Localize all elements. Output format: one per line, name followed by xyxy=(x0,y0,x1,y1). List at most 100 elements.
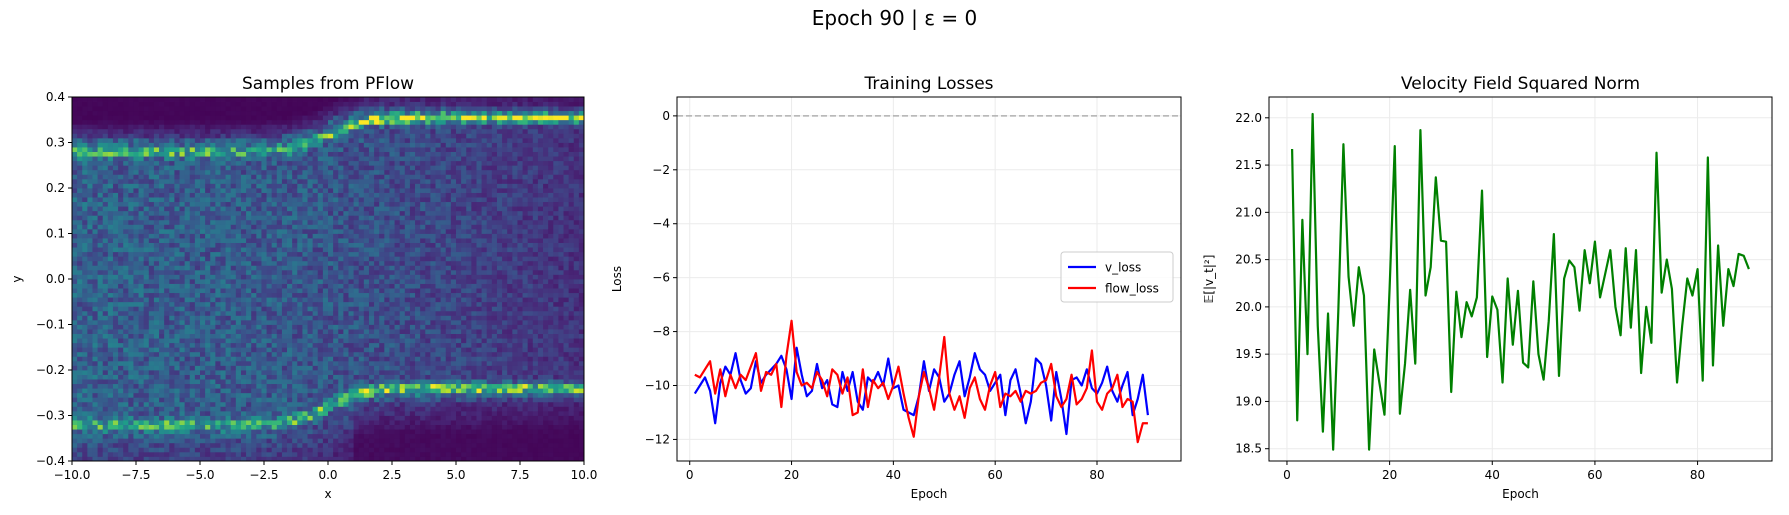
heatmap-cell xyxy=(153,97,160,102)
heatmap-cell xyxy=(174,406,180,412)
heatmap-cell xyxy=(143,324,150,330)
heatmap-cell xyxy=(77,424,83,430)
heatmap-cell xyxy=(148,401,155,407)
heatmap-cell xyxy=(343,442,349,448)
heatmap-cell xyxy=(215,351,221,357)
heatmap-cell xyxy=(184,288,191,294)
heatmap-cell xyxy=(281,283,288,289)
heatmap-cell xyxy=(343,429,349,435)
heatmap-cell xyxy=(205,360,211,366)
heatmap-cell xyxy=(379,106,385,112)
heatmap-cell xyxy=(138,128,145,134)
heatmap-cell xyxy=(256,215,262,221)
heatmap-cell xyxy=(92,451,98,457)
heatmap-cell xyxy=(72,269,78,275)
heatmap-cell xyxy=(153,451,160,457)
heatmap-cell xyxy=(87,210,93,216)
heatmap-cell xyxy=(123,219,129,225)
heatmap-cell xyxy=(317,433,324,439)
heatmap-cell xyxy=(302,310,308,316)
heatmap-cell xyxy=(389,429,395,435)
heatmap-cell xyxy=(379,342,385,348)
heatmap-cell xyxy=(200,201,206,207)
heatmap-cell xyxy=(374,97,380,102)
heatmap-cell xyxy=(281,297,288,303)
heatmap-cell xyxy=(77,406,83,412)
heatmap-cell xyxy=(348,392,354,398)
heatmap-cell xyxy=(118,438,124,444)
heatmap-cell xyxy=(384,333,390,339)
heatmap-cell xyxy=(363,319,370,325)
heatmap-cell xyxy=(92,183,98,189)
heatmap-cell xyxy=(276,315,283,321)
heatmap-cell xyxy=(312,424,319,430)
heatmap-cell xyxy=(266,201,273,207)
heatmap-cell xyxy=(138,429,145,435)
heatmap-cell xyxy=(215,383,221,389)
heatmap-cell xyxy=(230,165,237,171)
heatmap-cell xyxy=(174,392,180,398)
heatmap-cell xyxy=(72,442,78,448)
heatmap-cell xyxy=(312,183,319,189)
heatmap-cell xyxy=(358,456,365,461)
heatmap-cell xyxy=(322,438,329,444)
heatmap-cell xyxy=(102,315,109,321)
heatmap-cell xyxy=(353,147,360,152)
heatmap-cell xyxy=(292,133,298,139)
heatmap-cell xyxy=(292,442,298,448)
heatmap-cell xyxy=(133,156,139,162)
heatmap-cell xyxy=(143,233,150,239)
heatmap-cell xyxy=(184,242,191,248)
heatmap-cell xyxy=(251,260,257,266)
heatmap-cell xyxy=(210,106,216,112)
heatmap-cell xyxy=(143,406,150,412)
heatmap-cell xyxy=(169,338,175,344)
heatmap-cell xyxy=(138,283,145,289)
heatmap-cell xyxy=(353,178,360,184)
heatmap-cell xyxy=(266,297,273,303)
heatmap-cell xyxy=(368,310,375,316)
heatmap-cell xyxy=(384,174,390,180)
heatmap-cell xyxy=(82,260,88,266)
heatmap-cell xyxy=(266,260,273,266)
heatmap-cell xyxy=(184,356,191,362)
heatmap-cell xyxy=(123,347,129,353)
heatmap-cell xyxy=(159,178,165,184)
heatmap-cell xyxy=(87,224,93,230)
heatmap-cell xyxy=(118,101,124,107)
heatmap-cell xyxy=(128,169,134,175)
heatmap-cell xyxy=(363,374,370,380)
heatmap-cell xyxy=(374,210,380,216)
heatmap-cell xyxy=(256,397,262,403)
heatmap-cell xyxy=(138,192,145,198)
heatmap-cell xyxy=(184,165,191,171)
heatmap-cell xyxy=(266,283,273,289)
heatmap-cell xyxy=(307,310,314,316)
heatmap-cell xyxy=(328,379,334,385)
heatmap-cell xyxy=(92,156,98,162)
heatmap-cell xyxy=(328,301,334,307)
heatmap-cell xyxy=(179,147,186,152)
heatmap-cell xyxy=(266,401,273,407)
heatmap-cell xyxy=(230,397,237,403)
heatmap-cell xyxy=(256,124,262,130)
heatmap-cell xyxy=(256,147,262,152)
heatmap-cell xyxy=(363,329,370,334)
heatmap-cell xyxy=(312,383,319,389)
heatmap-cell xyxy=(251,142,257,148)
heatmap-cell xyxy=(297,137,303,143)
heatmap-cell xyxy=(353,215,360,221)
heatmap-cell xyxy=(379,169,385,175)
heatmap-cell xyxy=(220,201,226,207)
heatmap-cell xyxy=(374,238,380,243)
heatmap-cell xyxy=(102,297,109,303)
heatmap-cell xyxy=(77,324,83,330)
heatmap-cell xyxy=(256,128,262,134)
heatmap-cell xyxy=(148,356,155,362)
heatmap-cell xyxy=(153,124,160,130)
heatmap-cell xyxy=(220,233,226,239)
heatmap-cell xyxy=(102,379,109,385)
heatmap-cell xyxy=(368,165,375,171)
heatmap-cell xyxy=(297,324,303,330)
heatmap-cell xyxy=(256,374,262,380)
